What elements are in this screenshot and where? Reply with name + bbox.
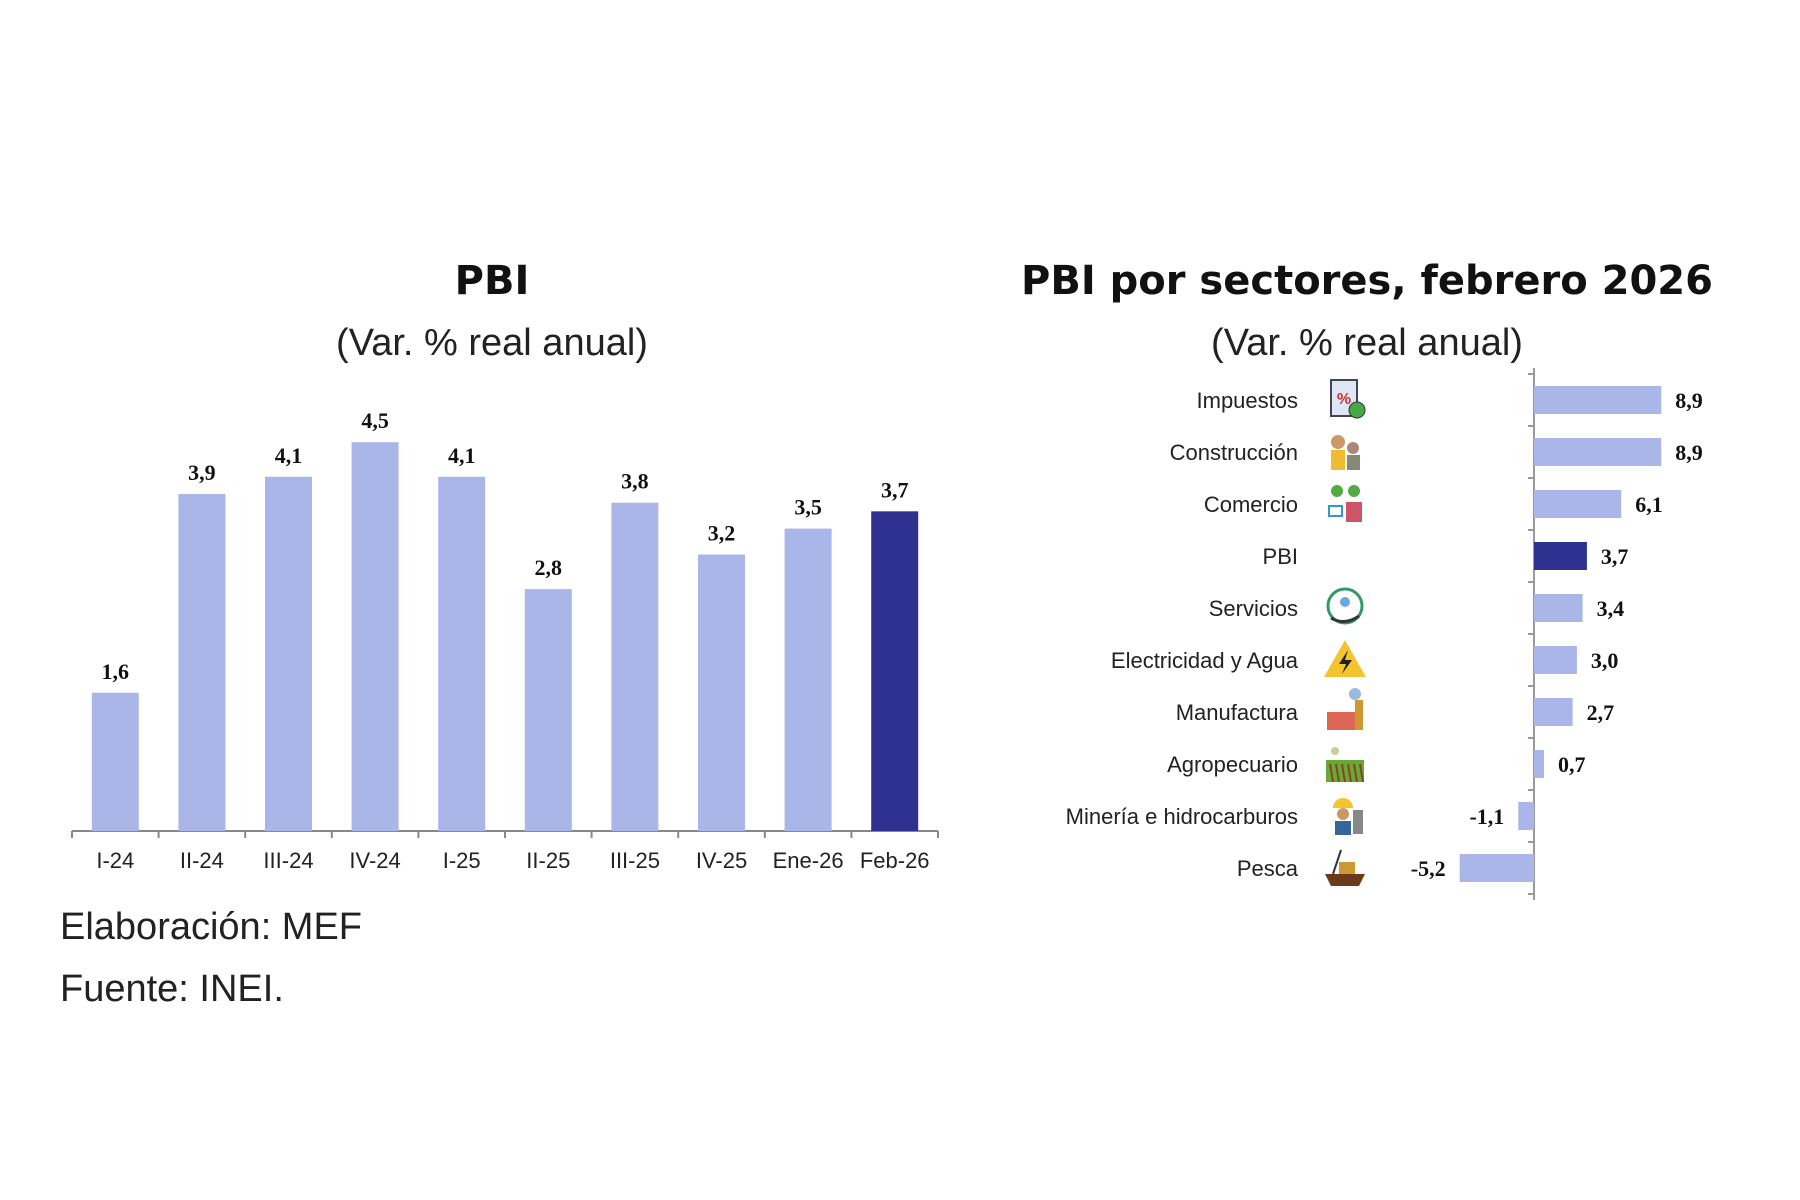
data-label: 3,9 [188,460,216,485]
services-hand-icon [1326,587,1364,625]
bar-Construcción [1534,438,1662,466]
x-tick-label: I-24 [96,848,134,873]
bar-II-24 [178,494,226,831]
bar-Impuestos [1534,386,1662,414]
data-label: 3,7 [1601,544,1629,569]
category-label: Pesca [1237,856,1299,881]
data-label: 8,9 [1675,388,1703,413]
footer-elaboracion: Elaboración: MEF [60,906,363,948]
data-label: 4,1 [448,443,476,468]
bar-Pesca [1459,854,1534,882]
x-tick-label: I-25 [443,848,481,873]
data-label: 4,1 [275,443,303,468]
data-label: 3,7 [881,477,909,502]
bar-Manufactura [1534,698,1573,726]
data-label: 4,5 [361,408,389,433]
category-label: Minería e hidrocarburos [1066,804,1298,829]
bar-PBI [1534,542,1587,570]
data-label: 1,6 [102,659,130,684]
bar-Feb-26 [871,511,919,831]
category-label: Impuestos [1197,388,1299,413]
construction-workers-icon [1331,435,1360,470]
data-label: 3,2 [708,521,736,546]
data-label: 8,9 [1675,440,1703,465]
x-tick-label: III-25 [610,848,660,873]
data-label: 3,8 [621,469,649,494]
bar-Minería e hidrocarburos [1518,802,1534,830]
bar-Ene-26 [784,528,832,831]
bar-III-25 [611,502,659,831]
category-label: PBI [1263,544,1298,569]
bar-Servicios [1534,594,1583,622]
category-label: Agropecuario [1167,752,1298,777]
data-label: 0,7 [1558,752,1586,777]
category-label: Servicios [1209,596,1298,621]
category-label: Manufactura [1176,700,1299,725]
factory-icon [1327,688,1363,730]
bar-II-25 [524,589,572,831]
bar-I-25 [438,476,486,831]
bar-Electricidad y Agua [1534,646,1577,674]
x-tick-label: II-25 [526,848,570,873]
data-label: 6,1 [1635,492,1663,517]
x-tick-label: IV-25 [696,848,747,873]
data-label: 2,8 [535,555,563,580]
data-label: -1,1 [1469,804,1504,829]
x-tick-label: II-24 [180,848,224,873]
electricity-warning-icon [1324,640,1366,677]
right-chart-subtitle: (Var. % real anual) [1211,322,1523,364]
x-tick-label: IV-24 [349,848,400,873]
category-label: Electricidad y Agua [1111,648,1299,673]
data-label: 2,7 [1587,700,1615,725]
bar-IV-25 [698,554,745,831]
x-tick-label: Feb-26 [860,848,930,873]
fishing-boat-icon [1325,849,1365,886]
bar-IV-24 [351,442,399,831]
x-tick-label: Ene-26 [773,848,844,873]
bar-Comercio [1534,490,1622,518]
bar-Agropecuario [1534,750,1545,778]
bar-I-24 [91,692,139,831]
right-chart-title: PBI por sectores, febrero 2026 [1021,258,1713,304]
category-label: Construcción [1170,440,1298,465]
left-chart-subtitle: (Var. % real anual) [336,322,648,364]
x-tick-label: III-24 [263,848,313,873]
left-chart-title: PBI [454,258,530,304]
bar-III-24 [265,476,312,831]
footer-fuente: Fuente: INEI. [60,968,284,1010]
commerce-icon [1328,485,1362,522]
tax-document-icon: % [1330,379,1366,419]
data-label: -5,2 [1411,856,1446,881]
data-label: 3,4 [1597,596,1625,621]
svg-text:%: % [1337,391,1351,408]
data-label: 3,0 [1591,648,1619,673]
miner-icon [1333,798,1363,835]
farm-field-icon [1326,747,1364,783]
data-label: 3,5 [794,495,822,520]
category-label: Comercio [1204,492,1298,517]
